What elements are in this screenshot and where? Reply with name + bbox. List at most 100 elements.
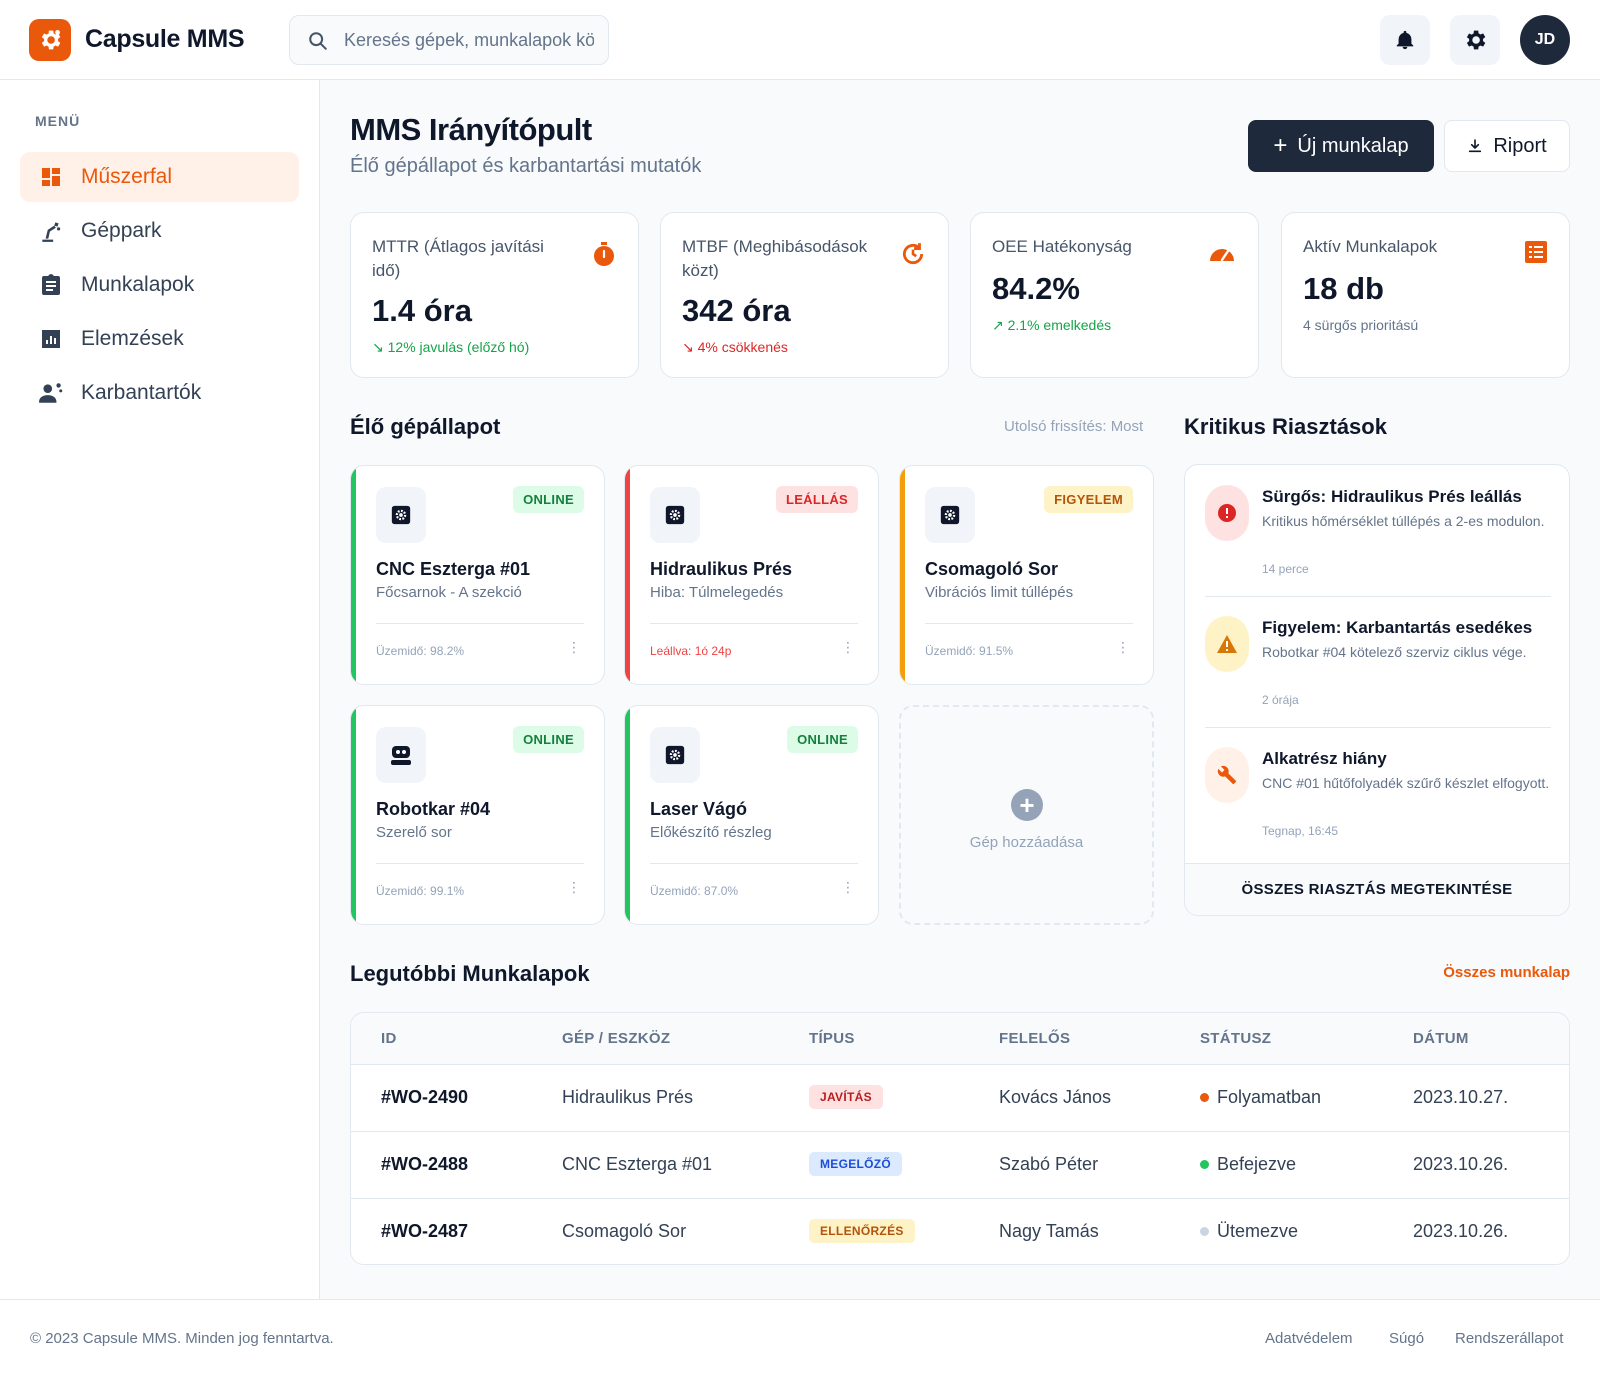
workorder-owner: Kovács János (999, 1087, 1112, 1107)
machine-location: Főcsarnok - A szekció (376, 584, 522, 601)
wrench-icon (1205, 747, 1249, 803)
machine-location: Előkészítő részleg (650, 824, 772, 841)
trend-down-icon: ↘ (682, 339, 694, 355)
trend-up-icon: ↗ (992, 317, 1004, 333)
status-text: Folyamatban (1217, 1087, 1322, 1107)
page-footer: © 2023 Capsule MMS. Minden jog fenntartv… (0, 1299, 1600, 1378)
table-row[interactable]: #WO-2487 Csomagoló Sor ELLENŐRZÉS Nagy T… (351, 1199, 1569, 1264)
status-bar (351, 466, 356, 684)
footer-link-privacy[interactable]: Adatvédelem (1265, 1330, 1353, 1347)
speed-icon (1208, 241, 1236, 268)
page-subtitle: Élő gépállapot és karbantartási mutatók (350, 155, 702, 177)
history-icon (900, 241, 926, 272)
kpi-trend-text: 4% csökkenés (697, 339, 788, 355)
table-row[interactable]: #WO-2490 Hidraulikus Prés JAVÍTÁS Kovács… (351, 1065, 1569, 1132)
more-options-icon[interactable]: ⋮ (567, 639, 581, 655)
sidebar-item-dashboard[interactable]: Műszerfal (20, 152, 299, 202)
report-button[interactable]: Riport (1444, 120, 1570, 172)
workorder-machine: Csomagoló Sor (562, 1221, 687, 1241)
column-header-type[interactable]: TÍPUS (809, 1030, 855, 1047)
status-dot (1200, 1093, 1209, 1102)
footer-link-help[interactable]: Súgó (1389, 1330, 1425, 1347)
kpi-label: OEE Hatékonyság (992, 237, 1132, 256)
column-header-owner[interactable]: FELELŐS (999, 1030, 1071, 1047)
alert-title: Alkatrész hiány (1262, 749, 1387, 768)
workorder-date: 2023.10.26. (1413, 1221, 1509, 1241)
status-badge: FIGYELEM (1044, 486, 1133, 513)
divider (650, 623, 858, 624)
machine-uptime: Üzemidő: 99.1% (376, 884, 465, 898)
footer-link-system-status[interactable]: Rendszerállapot (1455, 1330, 1564, 1347)
settings-icon (650, 727, 700, 783)
status-text: Befejezve (1217, 1154, 1297, 1174)
sidebar-item-analytics[interactable]: Elemzések (20, 314, 299, 364)
alerts-panel: Sürgős: Hidraulikus Prés leállás Kritiku… (1184, 464, 1570, 916)
alert-title: Figyelem: Karbantartás esedékes (1262, 618, 1533, 637)
divider (376, 863, 584, 864)
search-input[interactable] (344, 16, 594, 64)
page-title: MMS Irányítópult (350, 112, 592, 147)
machine-name: Robotkar #04 (376, 799, 491, 819)
kpi-card-mttr: MTTR (Átlagos javítási idő) 1.4 óra ↘ 12… (350, 212, 639, 378)
all-workorders-link[interactable]: Összes munkalap (1443, 964, 1570, 981)
engineer-icon (38, 380, 64, 406)
machine-location: Vibrációs limit túllépés (925, 584, 1074, 601)
machine-card[interactable]: FIGYELEM Csomagoló Sor Vibrációs limit t… (899, 465, 1154, 685)
sidebar-item-label: Géppark (81, 219, 162, 242)
warning-icon (1205, 616, 1249, 672)
more-options-icon[interactable]: ⋮ (841, 639, 855, 655)
analytics-icon (38, 326, 64, 352)
new-workorder-label: Új munkalap (1297, 134, 1409, 157)
type-badge: MEGELŐZŐ (809, 1152, 903, 1176)
more-options-icon[interactable]: ⋮ (567, 879, 581, 895)
alert-time: Tegnap, 16:45 (1262, 824, 1339, 838)
kpi-card-active: Aktív Munkalapok 18 db 4 sürgős prioritá… (1281, 212, 1570, 378)
workorder-id: #WO-2490 (381, 1087, 469, 1107)
workorder-machine: Hidraulikus Prés (562, 1087, 694, 1107)
workorders-table: ID GÉP / ESZKÖZ TÍPUS FELELŐS STÁTUSZ DÁ… (350, 1012, 1570, 1265)
more-options-icon[interactable]: ⋮ (1116, 639, 1130, 655)
user-avatar[interactable]: JD (1520, 15, 1570, 65)
list-icon (1525, 241, 1547, 268)
status-text: Ütemezve (1217, 1221, 1299, 1241)
kpi-label: MTTR (Átlagos javítási idő) (372, 237, 544, 280)
new-workorder-button[interactable]: + Új munkalap (1248, 120, 1434, 172)
app-name: Capsule MMS (85, 25, 245, 53)
view-all-alerts-button[interactable]: ÖSSZES RIASZTÁS MEGTEKINTÉSE (1185, 863, 1569, 915)
machine-uptime: Üzemidő: 87.0% (650, 884, 739, 898)
kpi-value: 342 óra (682, 293, 791, 328)
report-label: Riport (1493, 134, 1547, 157)
add-machine-card[interactable]: + Gép hozzáadása (899, 705, 1154, 925)
add-circle-icon: + (1011, 789, 1043, 821)
status-badge: ONLINE (787, 726, 858, 753)
workorder-status: Folyamatban (1200, 1087, 1321, 1108)
settings-button[interactable] (1450, 15, 1500, 65)
sidebar-item-fleet[interactable]: Géppark (20, 206, 299, 256)
machine-card[interactable]: ONLINE CNC Eszterga #01 Főcsarnok - A sz… (350, 465, 605, 685)
sidebar-item-label: Elemzések (81, 327, 184, 350)
more-options-icon[interactable]: ⋮ (841, 879, 855, 895)
plus-icon: + (1273, 132, 1288, 159)
app-logo[interactable] (29, 19, 71, 61)
kpi-trend-text: 2.1% emelkedés (1007, 317, 1112, 333)
machine-card[interactable]: LEÁLLÁS Hidraulikus Prés Hiba: Túlmelege… (624, 465, 879, 685)
machine-card[interactable]: ONLINE Laser Vágó Előkészítő részleg Üze… (624, 705, 879, 925)
workorder-date: 2023.10.26. (1413, 1154, 1509, 1174)
machine-location: Hiba: Túlmelegedés (650, 584, 784, 601)
sidebar-item-technicians[interactable]: Karbantartók (20, 368, 299, 418)
column-header-id[interactable]: ID (381, 1030, 397, 1047)
timer-icon (592, 241, 616, 272)
column-header-status[interactable]: STÁTUSZ (1200, 1030, 1272, 1047)
table-row[interactable]: #WO-2488 CNC Eszterga #01 MEGELŐZŐ Szabó… (351, 1132, 1569, 1199)
sidebar-menu-title: MENÜ (35, 113, 81, 129)
table-header: ID GÉP / ESZKÖZ TÍPUS FELELŐS STÁTUSZ DÁ… (351, 1013, 1569, 1065)
notifications-button[interactable] (1380, 15, 1430, 65)
column-header-date[interactable]: DÁTUM (1413, 1030, 1469, 1047)
alert-title: Sürgős: Hidraulikus Prés leállás (1262, 487, 1522, 506)
machine-card[interactable]: ONLINE Robotkar #04 Szerelő sor Üzemidő:… (350, 705, 605, 925)
kpi-trend: ↘ 12% javulás (előző hó) (372, 339, 529, 356)
sidebar-item-workorders[interactable]: Munkalapok (20, 260, 299, 310)
column-header-machine[interactable]: GÉP / ESZKÖZ (562, 1030, 671, 1047)
kpi-trend: ↗ 2.1% emelkedés (992, 317, 1111, 334)
search-icon (307, 30, 329, 57)
